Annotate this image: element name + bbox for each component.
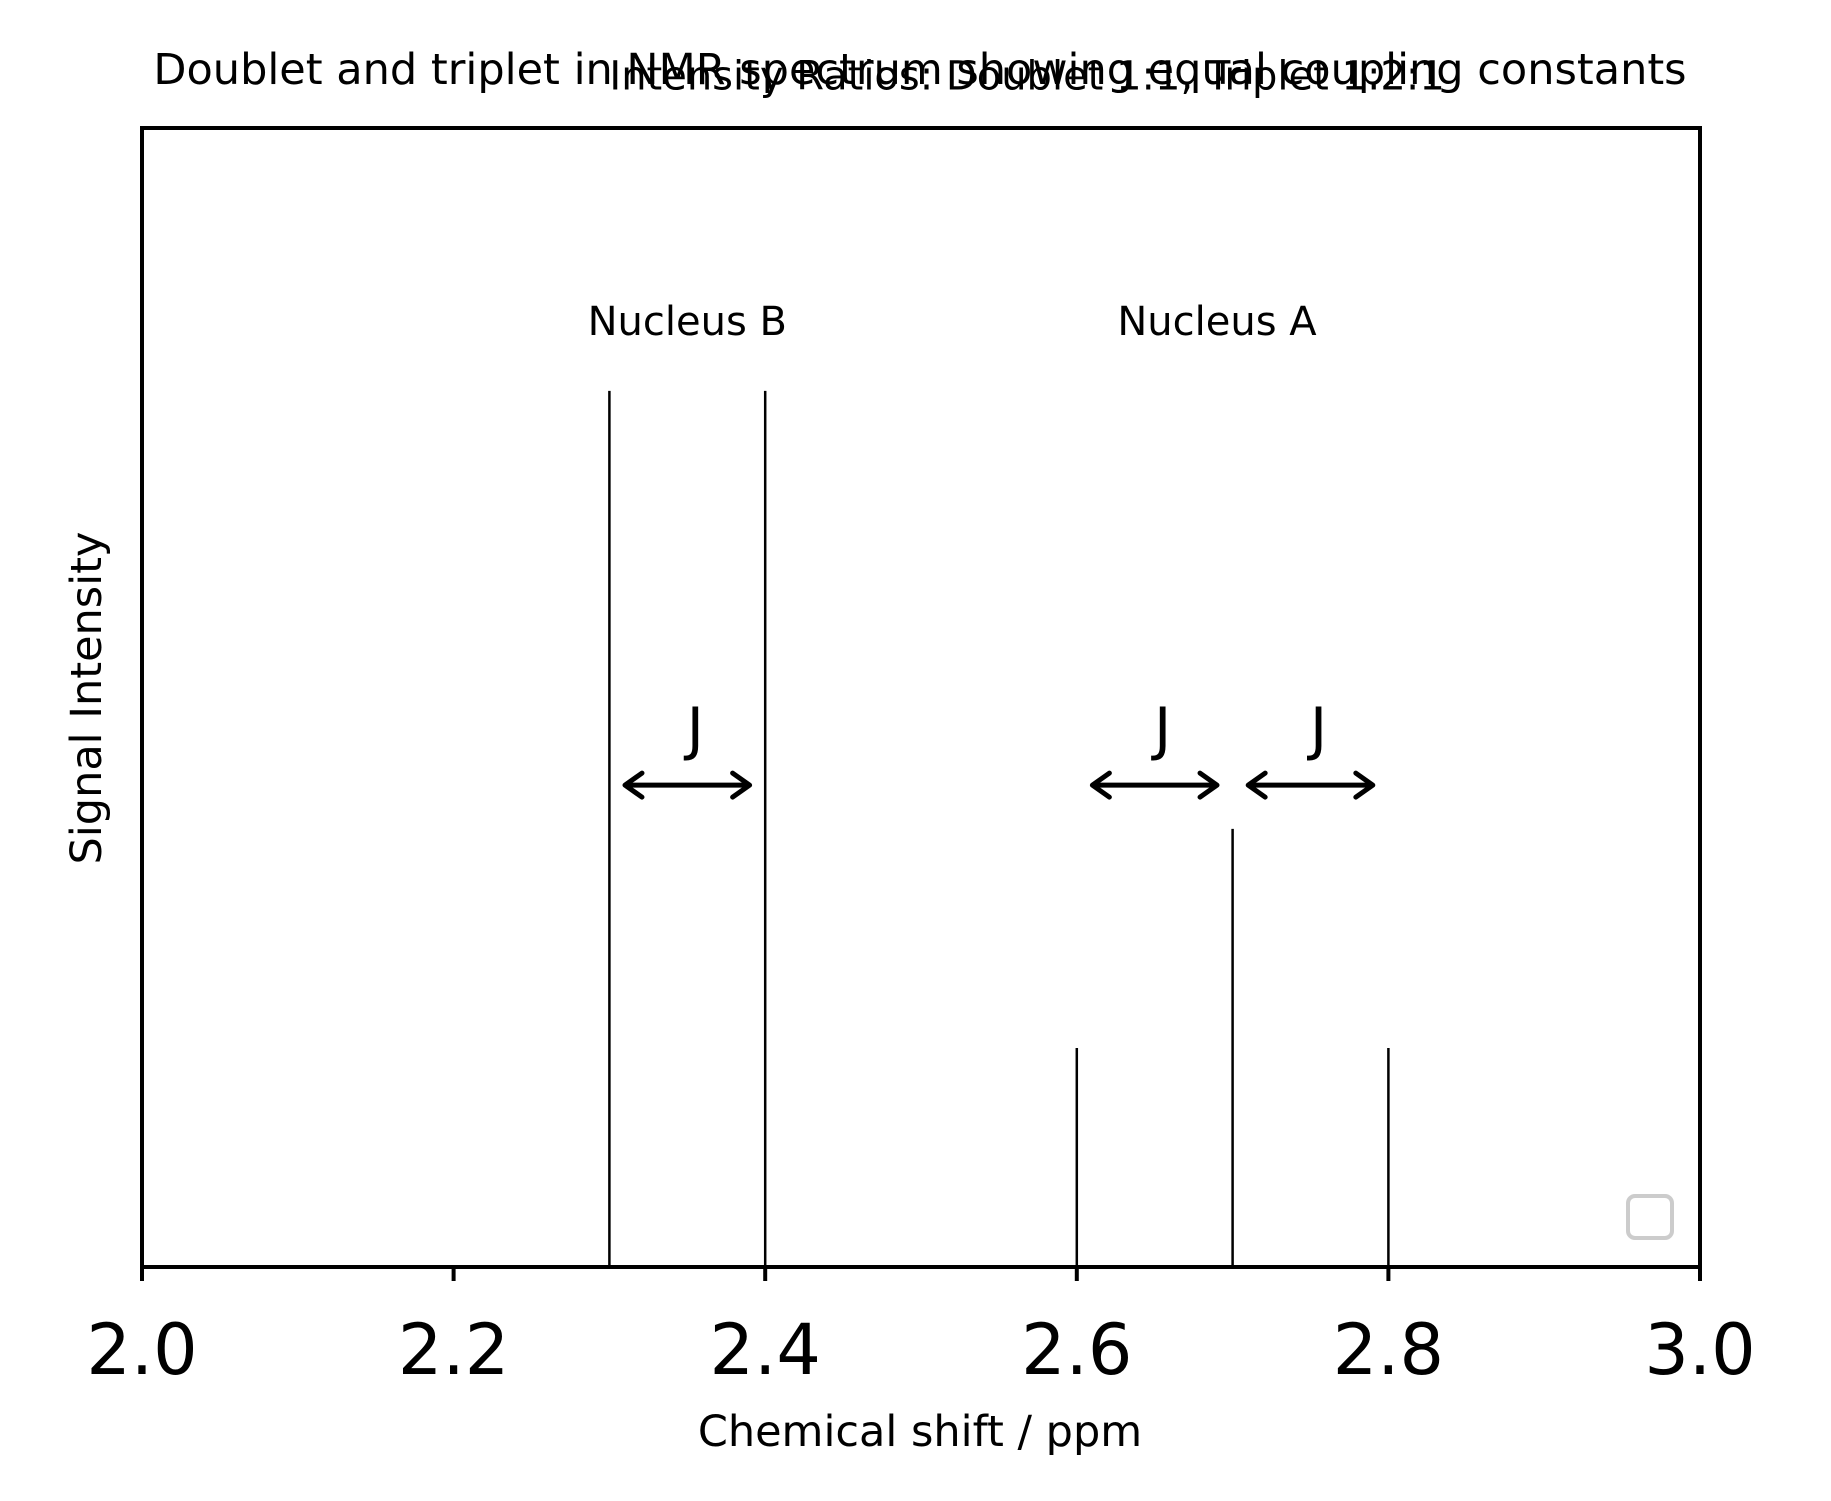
y-axis-label: Signal Intensity xyxy=(62,532,112,865)
annotation-intensity-ratios: Intensity Ratios: Doublet 1:1, Triplet 1… xyxy=(609,53,1444,99)
j-label: J xyxy=(1307,695,1327,763)
x-axis-ticks: 2.0 2.2 2.4 2.6 2.8 3.0 xyxy=(86,1267,1756,1391)
x-tick-label: 2.2 xyxy=(398,1309,509,1391)
x-axis-label: Chemical shift / ppm xyxy=(698,1407,1142,1457)
j-arrow-head-right xyxy=(1197,770,1220,800)
x-tick-label: 2.8 xyxy=(1333,1309,1444,1391)
x-tick-label: 2.6 xyxy=(1021,1309,1132,1391)
j-arrow-head-left xyxy=(622,770,645,800)
x-tick-label: 2.4 xyxy=(710,1309,821,1391)
j-arrow-1: J xyxy=(622,695,753,800)
chart-title: Doublet and triplet in NMR spectrum show… xyxy=(153,45,1686,95)
j-arrow-2: J xyxy=(1089,695,1220,800)
x-tick-label: 2.0 xyxy=(86,1309,197,1391)
legend-box xyxy=(1626,1194,1674,1240)
j-label: J xyxy=(684,695,704,763)
j-arrow-head-left xyxy=(1245,770,1268,800)
plot-frame xyxy=(140,126,1702,1269)
x-tick-label: 3.0 xyxy=(1644,1309,1755,1391)
j-arrow-head-right xyxy=(1353,770,1376,800)
j-label: J xyxy=(1151,695,1171,763)
annotation-nucleus-a: Nucleus A xyxy=(1117,299,1317,345)
j-arrow-3: J xyxy=(1245,695,1376,800)
j-arrow-head-right xyxy=(730,770,753,800)
plot-marks: Intensity Ratios: Doublet 1:1, Triplet 1… xyxy=(588,53,1445,1267)
annotation-nucleus-b: Nucleus B xyxy=(588,299,787,345)
j-arrow-head-left xyxy=(1089,770,1112,800)
